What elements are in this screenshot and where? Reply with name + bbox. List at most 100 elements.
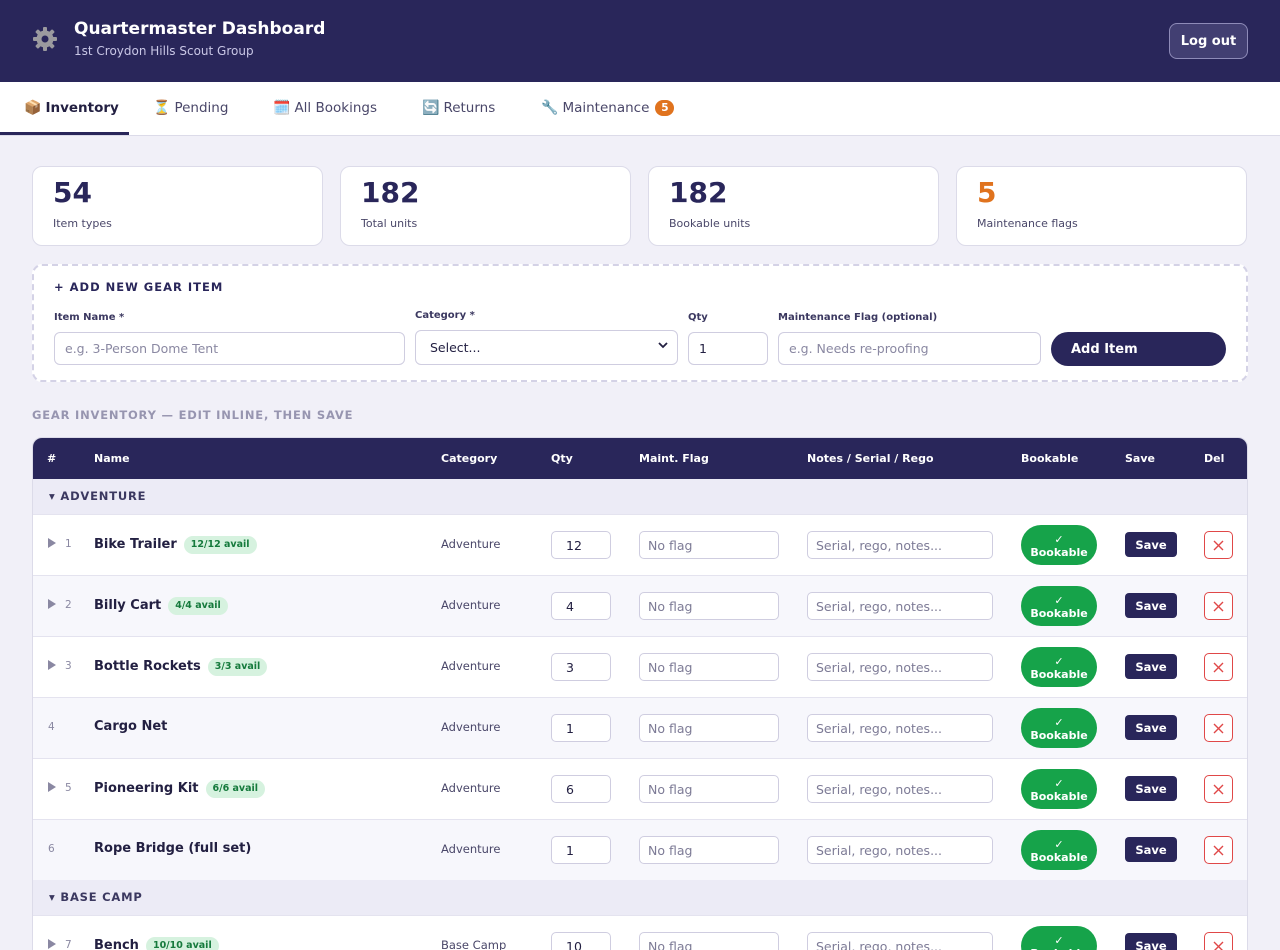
logout-button[interactable]: Log out — [1169, 23, 1248, 59]
maint-flag-input[interactable] — [639, 592, 779, 620]
bookable-toggle[interactable]: ✓Bookable — [1021, 525, 1097, 565]
notes-input[interactable] — [807, 714, 993, 742]
maint-flag-input[interactable] — [639, 531, 779, 559]
notes-input[interactable] — [807, 531, 993, 559]
maint-flag-input[interactable] — [639, 932, 779, 950]
availability-badge: 10/10 avail — [145, 937, 219, 950]
qty-input[interactable] — [551, 775, 611, 803]
close-icon — [1213, 845, 1224, 856]
save-row-button[interactable]: Save — [1125, 776, 1177, 801]
check-icon: ✓ — [1054, 594, 1064, 607]
row-number: 4 — [48, 721, 55, 733]
table-row: 1 Bike Trailer 12/12 avail Adventure ✓Boo… — [33, 514, 1247, 575]
item-category: Adventure — [441, 537, 501, 551]
bookable-toggle[interactable]: ✓Bookable — [1021, 830, 1097, 870]
delete-row-button[interactable] — [1204, 775, 1233, 803]
stat-card-total-units: 182 Total units — [340, 166, 631, 246]
stat-label: Total units — [361, 217, 418, 230]
maint-flag-input[interactable] — [639, 653, 779, 681]
delete-row-button[interactable] — [1204, 531, 1233, 559]
group-label: ▾ BASE CAMP — [49, 890, 143, 904]
item-name-input[interactable] — [54, 332, 405, 365]
item-name: Bench 10/10 avail — [94, 937, 219, 950]
bookable-toggle[interactable]: ✓Bookable — [1021, 708, 1097, 748]
bookable-toggle[interactable]: ✓Bookable — [1021, 586, 1097, 626]
maint-flag-input[interactable] — [639, 714, 779, 742]
row-number: 1 — [65, 538, 72, 550]
group-header-base-camp[interactable]: ▾ BASE CAMP — [33, 880, 1247, 915]
tab-inventory[interactable]: 📦 Inventory — [0, 82, 129, 135]
delete-row-button[interactable] — [1204, 836, 1233, 864]
check-icon: ✓ — [1054, 533, 1064, 546]
qty-input[interactable] — [551, 592, 611, 620]
maint-flag-input[interactable] — [639, 836, 779, 864]
category-select[interactable]: Select... — [415, 330, 678, 365]
gear-icon — [33, 27, 57, 51]
delete-row-button[interactable] — [1204, 932, 1233, 950]
item-name-text: Bike Trailer — [94, 537, 177, 552]
item-name-text: Bottle Rockets — [94, 659, 201, 674]
qty-input[interactable] — [551, 932, 611, 950]
notes-input[interactable] — [807, 653, 993, 681]
triangle-right-icon[interactable] — [47, 537, 57, 549]
triangle-right-icon[interactable] — [47, 659, 57, 671]
bookable-label: Bookable — [1030, 851, 1088, 864]
notes-input[interactable] — [807, 836, 993, 864]
bookable-toggle[interactable]: ✓Bookable — [1021, 769, 1097, 809]
notes-input[interactable] — [807, 592, 993, 620]
stat-card-maintenance-flags: 5 Maintenance flags — [956, 166, 1247, 246]
notes-input[interactable] — [807, 775, 993, 803]
item-name: Rope Bridge (full set) — [94, 841, 251, 856]
app-subtitle: 1st Croydon Hills Scout Group — [74, 44, 254, 58]
save-row-button[interactable]: Save — [1125, 837, 1177, 862]
maintenance-flag-input[interactable] — [778, 332, 1041, 365]
notes-input[interactable] — [807, 932, 993, 950]
triangle-right-icon[interactable] — [47, 938, 57, 950]
check-icon: ✓ — [1054, 838, 1064, 851]
item-name: Billy Cart 4/4 avail — [94, 597, 228, 615]
bookable-toggle[interactable]: ✓Bookable — [1021, 926, 1097, 950]
col-del: Del — [1204, 452, 1225, 465]
save-row-button[interactable]: Save — [1125, 715, 1177, 740]
save-row-button[interactable]: Save — [1125, 593, 1177, 618]
item-name-text: Rope Bridge (full set) — [94, 841, 252, 856]
col-maint-flag: Maint. Flag — [639, 452, 709, 465]
row-number: 7 — [65, 939, 72, 950]
close-icon — [1213, 540, 1224, 551]
tab-returns[interactable]: 🔄 Returns — [422, 82, 495, 135]
app-title: Quartermaster Dashboard — [74, 19, 326, 39]
item-name-text: Billy Cart — [94, 598, 162, 613]
tab-all-bookings[interactable]: 🗓️ All Bookings — [273, 82, 377, 135]
triangle-right-icon[interactable] — [47, 781, 57, 793]
stat-label: Item types — [53, 217, 112, 230]
row-number: 5 — [65, 782, 72, 794]
col-notes: Notes / Serial / Rego — [807, 452, 934, 465]
qty-input[interactable] — [551, 653, 611, 681]
save-row-button[interactable]: Save — [1125, 654, 1177, 679]
check-icon: ✓ — [1054, 716, 1064, 729]
qty-input[interactable] — [688, 332, 768, 365]
qty-input[interactable] — [551, 531, 611, 559]
save-row-button[interactable]: Save — [1125, 532, 1177, 557]
delete-row-button[interactable] — [1204, 592, 1233, 620]
availability-badge: 3/3 avail — [207, 658, 268, 676]
qty-input[interactable] — [551, 836, 611, 864]
item-category: Base Camp — [441, 938, 507, 950]
qty-label: Qty — [688, 312, 708, 323]
check-icon: ✓ — [1054, 777, 1064, 790]
maint-flag-input[interactable] — [639, 775, 779, 803]
bookable-toggle[interactable]: ✓Bookable — [1021, 647, 1097, 687]
col-name: Name — [94, 452, 130, 465]
delete-row-button[interactable] — [1204, 714, 1233, 742]
availability-badge: 12/12 avail — [183, 536, 257, 554]
delete-row-button[interactable] — [1204, 653, 1233, 681]
tab-bar: 📦 Inventory ⏳ Pending 🗓️ All Bookings 🔄 Retu… — [0, 82, 1280, 136]
row-number: 6 — [48, 843, 55, 855]
tab-maintenance[interactable]: 🔧 Maintenance 5 — [541, 82, 675, 135]
tab-pending[interactable]: ⏳ Pending — [153, 82, 228, 135]
group-header-adventure[interactable]: ▾ ADVENTURE — [33, 479, 1247, 514]
add-item-button[interactable]: Add Item — [1051, 332, 1226, 366]
triangle-right-icon[interactable] — [47, 598, 57, 610]
save-row-button[interactable]: Save — [1125, 933, 1177, 950]
qty-input[interactable] — [551, 714, 611, 742]
